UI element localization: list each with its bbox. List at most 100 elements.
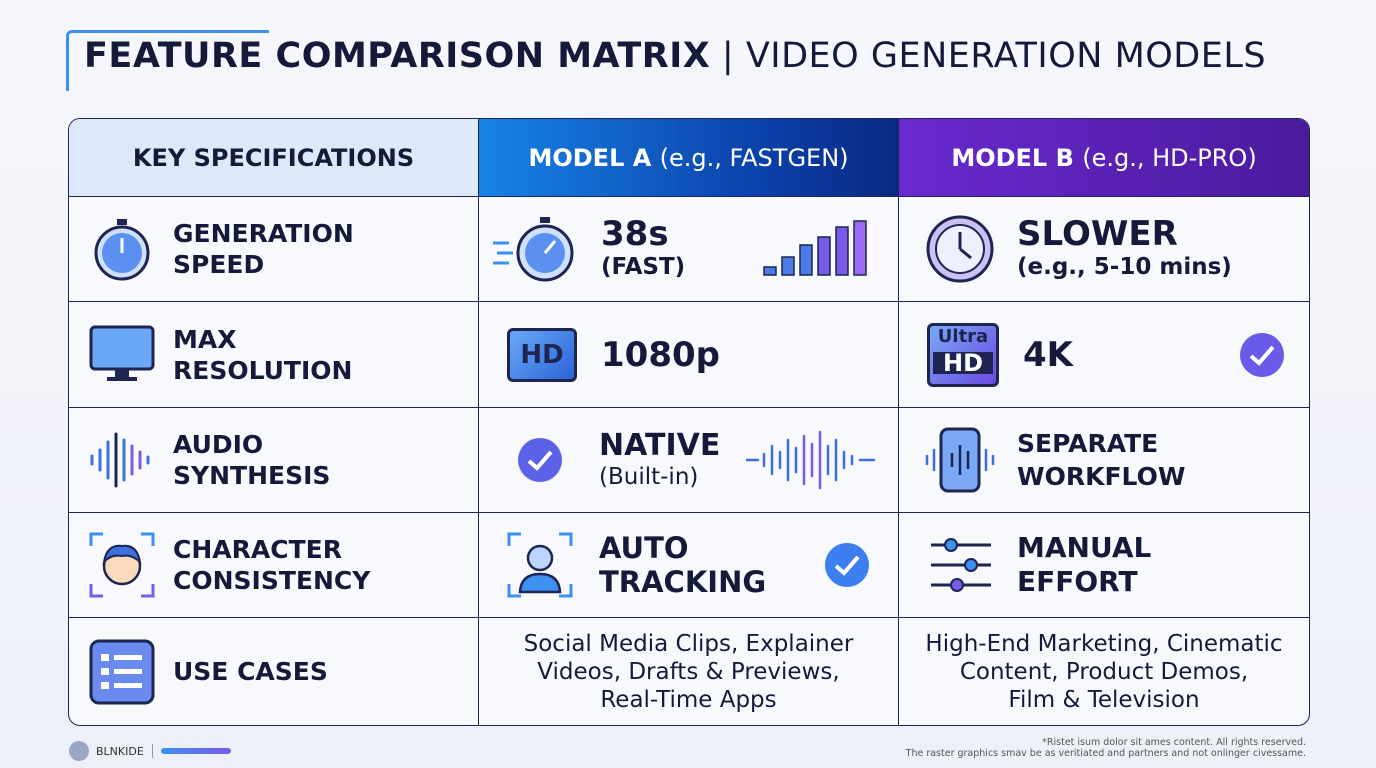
icon-part <box>746 430 876 490</box>
icon-part <box>114 668 142 674</box>
header-cell: KEY SPECIFICATIONS <box>69 119 479 197</box>
spec-cell: MAX RESOLUTION <box>69 302 479 408</box>
icon-part <box>101 653 142 689</box>
use-case-line: Social Media Clips, Explainer <box>523 630 854 657</box>
icon-part <box>115 368 129 377</box>
icon-part <box>90 432 150 488</box>
clock-icon <box>926 215 994 283</box>
value-sub: EFFORT <box>1017 565 1138 598</box>
column-name: MODEL B <box>951 143 1074 172</box>
value-main: MANUAL <box>1017 531 1152 564</box>
icon-part <box>925 449 995 471</box>
value-main: NATIVE <box>599 427 721 463</box>
spec-label: CHARACTER CONSISTENCY <box>173 534 370 596</box>
value-block: NATIVE (Built-in) <box>599 429 720 492</box>
spec-line: SYNTHESIS <box>173 461 331 490</box>
model-b-cell: MANUAL EFFORT <box>899 513 1309 618</box>
column-detail: (e.g., FASTGEN) <box>659 143 849 172</box>
model-a-cell: AUTO TRACKING <box>479 513 899 618</box>
spec-line: MAX <box>173 324 237 354</box>
title-rest: VIDEO GENERATION MODELS <box>745 36 1267 76</box>
check-icon <box>825 543 869 587</box>
spec-line: AUDIO <box>173 430 264 459</box>
icon-part <box>540 217 550 223</box>
value-main: 4K <box>1023 334 1074 375</box>
value-main: AUTO <box>599 531 689 565</box>
icon-part <box>944 538 958 552</box>
monitor-icon <box>89 325 155 381</box>
badge-main: HD <box>933 351 993 375</box>
column-detail: (e.g., HD-PRO) <box>1082 143 1257 172</box>
face-icon <box>89 532 155 598</box>
icon-part <box>763 266 777 276</box>
value-main: 1080p <box>601 334 720 375</box>
icon-part <box>527 450 553 471</box>
value-sub: (e.g., 5-10 mins) <box>1017 254 1232 280</box>
icon-part <box>89 532 103 546</box>
waveform-icon <box>746 430 876 490</box>
brand-logo <box>69 741 89 761</box>
badge-top: Ultra <box>937 325 989 347</box>
model-b-cell: SLOWER (e.g., 5-10 mins) <box>899 197 1309 302</box>
waveform-icon <box>90 432 150 488</box>
icon-part <box>493 241 513 265</box>
spec-label: GENERATION SPEED <box>173 218 354 280</box>
spec-line: SPEED <box>173 250 265 279</box>
icon-part <box>950 578 964 592</box>
icon-part <box>559 532 573 546</box>
spec-label: AUDIO SYNTHESIS <box>173 429 330 491</box>
icon-part <box>141 532 155 546</box>
model-b-cell: High-End Marketing, Cinematic Content, Pr… <box>899 618 1309 725</box>
title-bold: FEATURE COMPARISON MATRIX <box>84 36 711 76</box>
icon-part <box>114 682 142 688</box>
value-main: SLOWER <box>1017 214 1178 254</box>
spec-line: CHARACTER <box>173 535 342 564</box>
icon-part <box>543 240 557 254</box>
icon-part <box>89 325 155 370</box>
spec-line: USE CASES <box>173 657 328 686</box>
icon-part <box>763 220 867 276</box>
icon-part <box>101 681 109 689</box>
brand-name: BLNKIDE <box>96 744 144 758</box>
sliders-icon <box>931 538 991 592</box>
value-sub: (Built-in) <box>599 463 699 490</box>
value-sub: TRACKING <box>599 565 767 599</box>
spec-cell: CHARACTER CONSISTENCY <box>69 513 479 618</box>
model-a-cell: 38s (FAST) <box>479 197 899 302</box>
icon-part <box>817 236 831 276</box>
model-a-cell: NATIVE (Built-in) <box>479 408 899 513</box>
icon-part <box>507 532 521 546</box>
icon-part <box>834 555 860 576</box>
model-b-cell: SEPARATE WORKFLOW <box>899 408 1309 513</box>
value-sub: WORKFLOW <box>1017 462 1186 491</box>
icon-part <box>835 226 849 276</box>
icon-part <box>526 544 554 572</box>
value-block: AUTO TRACKING <box>599 531 766 599</box>
use-case-line: Videos, Drafts & Previews, <box>537 658 840 685</box>
use-case-line: Film & Television <box>1008 686 1200 713</box>
icon-part <box>518 438 562 482</box>
use-case-line: Real-Time Apps <box>600 686 777 713</box>
spec-cell: USE CASES <box>69 618 479 725</box>
use-cases: Social Media Clips, Explainer Videos, Dra… <box>479 630 898 714</box>
icon-part <box>1249 345 1275 366</box>
icon-part <box>518 572 562 594</box>
icon-part <box>507 532 573 598</box>
icon-part <box>141 584 155 598</box>
hd-badge: HD <box>507 327 577 382</box>
value-main: SEPARATE <box>1017 429 1159 458</box>
title: FEATURE COMPARISON MATRIX | VIDEO GENERA… <box>84 36 1266 76</box>
value-block: 38s (FAST) <box>601 216 685 282</box>
value-block: SLOWER (e.g., 5-10 mins) <box>1017 216 1232 282</box>
icon-part <box>114 654 142 660</box>
brand-bar <box>160 748 231 754</box>
check-icon <box>518 438 562 482</box>
icon-part <box>107 376 137 381</box>
icon-part <box>117 219 127 225</box>
icon-part <box>964 558 978 572</box>
icon-part <box>950 445 970 475</box>
spec-cell: AUDIO SYNTHESIS <box>69 408 479 513</box>
column-name: MODEL A <box>528 143 652 172</box>
column-name: KEY SPECIFICATIONS <box>132 143 415 172</box>
